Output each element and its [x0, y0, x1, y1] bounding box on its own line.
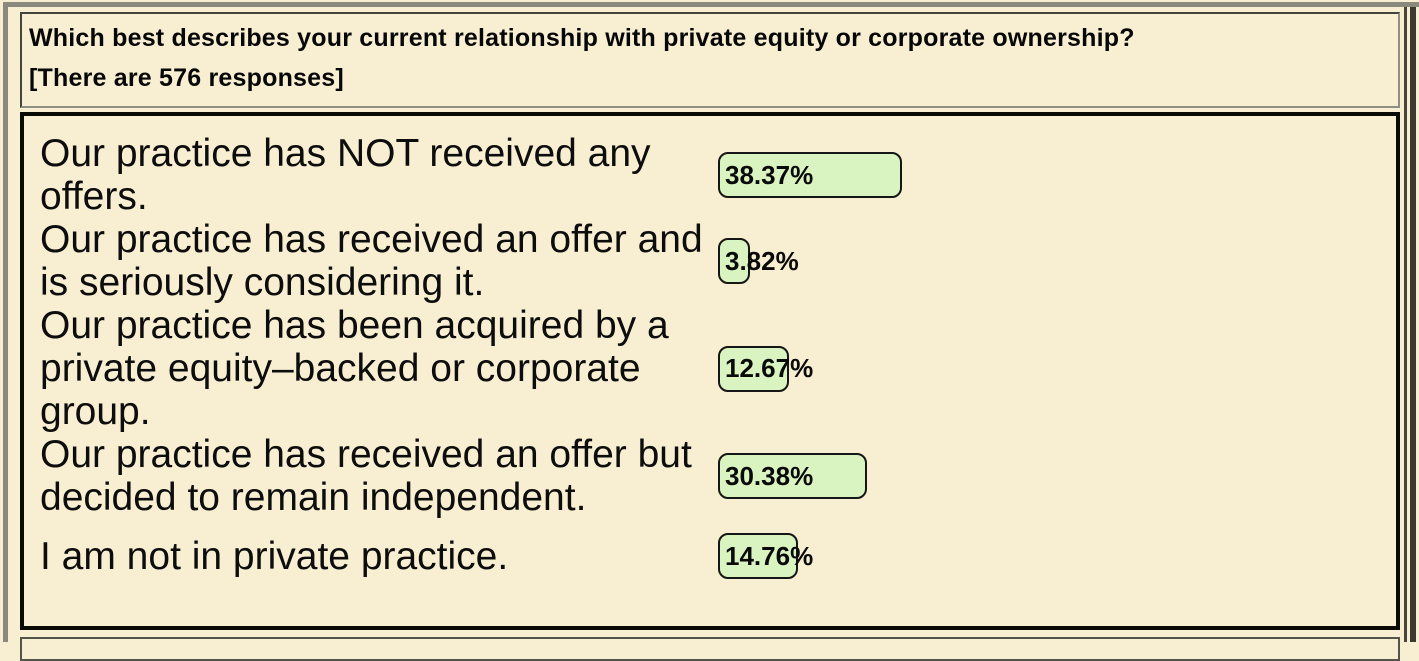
response-percentage: 3.82%: [725, 245, 799, 276]
bar-cell: 14.76%: [718, 533, 813, 579]
response-bar: 3.82%: [718, 238, 799, 284]
response-row: I am not in private practice. 14.76%: [40, 533, 1396, 579]
bar-cell: 3.82%: [718, 238, 799, 284]
responses-list: Our practice has NOT received any offers…: [40, 132, 1396, 579]
response-bar: 12.67%: [718, 345, 813, 392]
response-option-label: Our practice has received an offer but d…: [40, 433, 692, 519]
response-bar: 38.37%: [718, 152, 902, 198]
response-percentage: 30.38%: [725, 460, 814, 491]
response-option-label: I am not in private practice.: [40, 534, 509, 578]
response-percentage: 38.37%: [725, 159, 814, 190]
response-bar: 30.38%: [718, 453, 867, 499]
bar-cell: 12.67%: [718, 345, 813, 392]
response-option-label: Our practice has been acquired by a priv…: [40, 304, 669, 433]
survey-results-page: { "colors": { "page_background": "#f8eed…: [3, 2, 1419, 661]
responses-panel: Our practice has NOT received any offers…: [20, 112, 1400, 630]
next-section-panel: [20, 637, 1400, 661]
response-bar: 14.76%: [718, 533, 813, 579]
window-frame-left-stripe: [3, 2, 8, 642]
response-percentage: 12.67%: [725, 353, 814, 383]
response-row: Our practice has received an offer and i…: [40, 218, 1396, 304]
window-frame-right-outer-stripe: [1410, 6, 1416, 642]
response-row: Our practice has been acquired by a priv…: [40, 304, 1396, 433]
question-title: Which best describes your current relati…: [29, 24, 1135, 52]
response-count: [There are 576 responses]: [29, 64, 344, 92]
response-option-label: Our practice has received an offer and i…: [40, 218, 703, 304]
response-percentage: 14.76%: [725, 540, 814, 571]
question-panel: Which best describes your current relati…: [20, 12, 1400, 108]
bar-cell: 38.37%: [718, 152, 902, 198]
response-option-label: Our practice has NOT received any offers…: [40, 132, 651, 218]
window-frame-right-inner-stripe: [1404, 6, 1407, 642]
window-frame-top-stripe: [3, 2, 1419, 7]
response-row: Our practice has NOT received any offers…: [40, 132, 1396, 218]
bar-cell: 30.38%: [718, 453, 867, 499]
response-row: Our practice has received an offer but d…: [40, 433, 1396, 519]
